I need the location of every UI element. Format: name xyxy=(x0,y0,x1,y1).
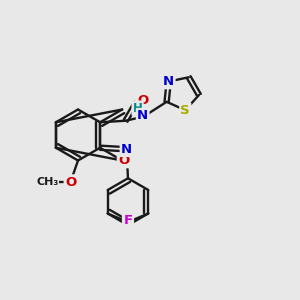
Text: CH₃: CH₃ xyxy=(36,177,58,187)
Text: F: F xyxy=(123,214,132,226)
Text: N: N xyxy=(163,75,174,88)
Text: S: S xyxy=(181,104,190,117)
Text: O: O xyxy=(118,154,129,167)
Text: H: H xyxy=(133,102,142,115)
Text: O: O xyxy=(65,176,76,189)
Text: N: N xyxy=(121,143,132,156)
Text: N: N xyxy=(137,109,148,122)
Text: O: O xyxy=(137,94,148,107)
Text: F: F xyxy=(124,214,133,226)
